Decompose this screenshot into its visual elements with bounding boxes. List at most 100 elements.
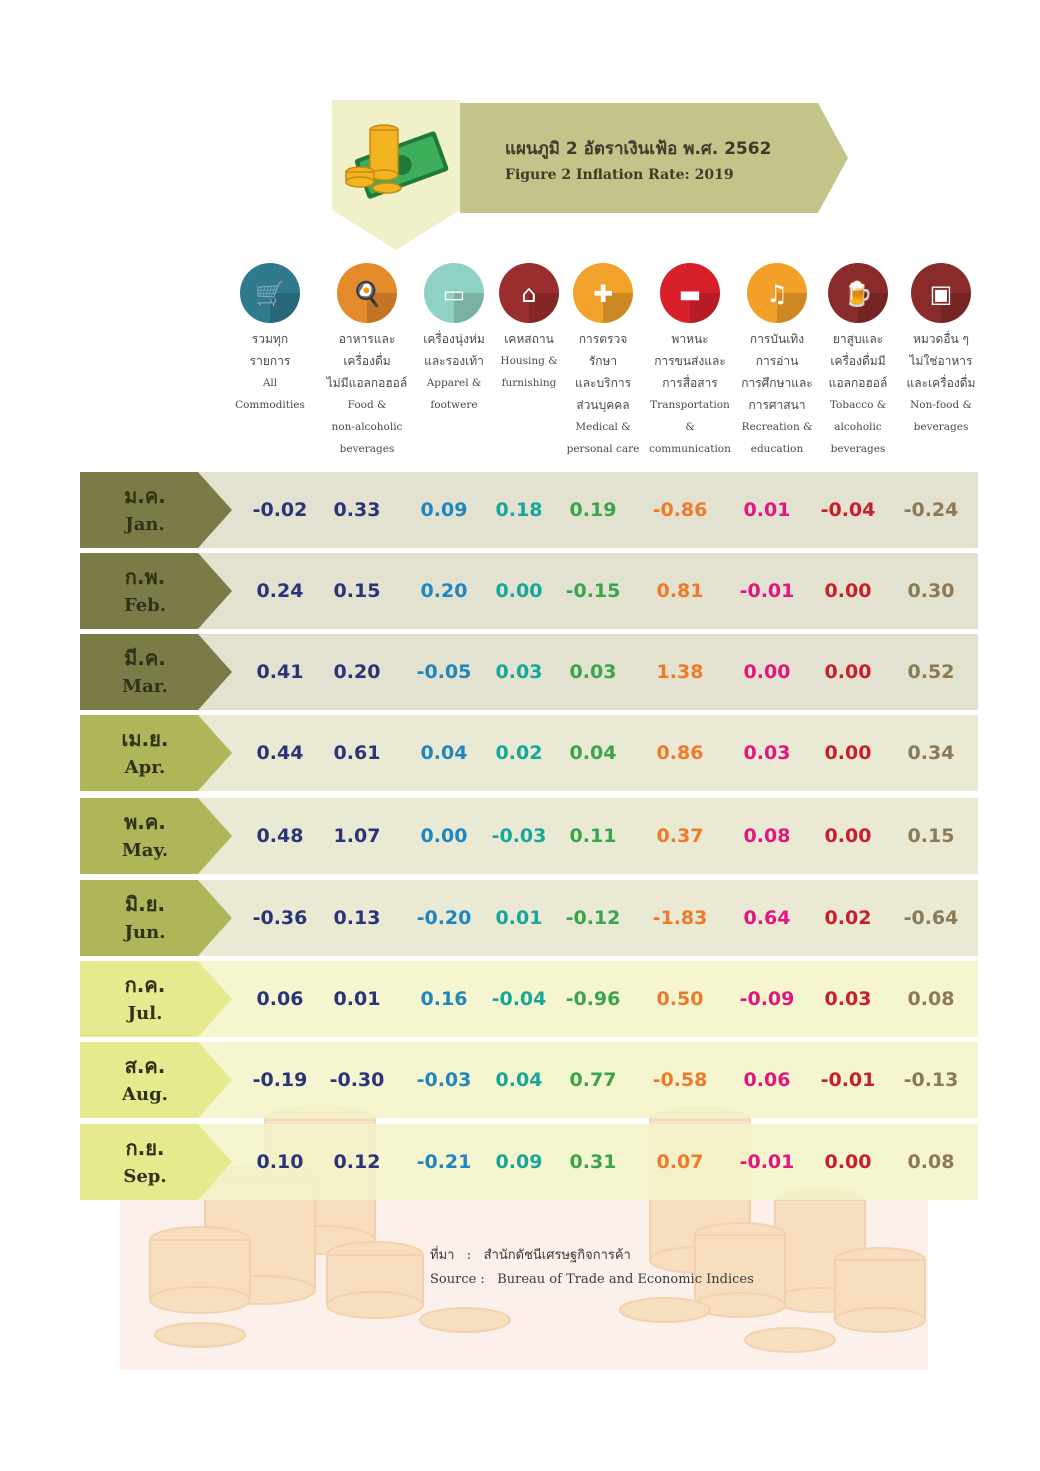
- data-value: -0.96: [565, 988, 621, 1010]
- data-value: 0.09: [420, 499, 468, 521]
- data-value: 0.16: [420, 988, 468, 1010]
- month-label-thai: มี.ค.: [124, 646, 166, 670]
- source-english-label: Source: [430, 1272, 477, 1287]
- data-value: 0.03: [824, 988, 872, 1010]
- data-value: 0.09: [495, 1151, 543, 1173]
- month-label-english: Jan.: [125, 514, 165, 535]
- column-header: ▬ พาหนะ การขนส่งและ การสื่อสาร Transportat…: [645, 262, 735, 460]
- data-value: 0.04: [420, 742, 468, 764]
- data-value: 0.15: [333, 580, 381, 602]
- data-value: -0.58: [652, 1069, 708, 1091]
- row-band: [80, 961, 978, 1037]
- source-thai: ที่มา : สำนักดัชนีเศรษฐกิจการค้า: [430, 1248, 631, 1263]
- column-header: 🍳 อาหารและ เครื่องดื่ม ไม่มีแอลกอฮอล์ Food…: [322, 262, 412, 460]
- month-label: ก.พ. Feb.: [80, 553, 210, 629]
- month-label-thai: ม.ค.: [124, 484, 166, 508]
- column-label-english: All Commodities: [235, 377, 305, 411]
- data-value: 0.06: [743, 1069, 791, 1091]
- data-value: -0.19: [252, 1069, 308, 1091]
- row-band: [80, 880, 978, 956]
- column-label-thai: รวมทุก รายการ: [249, 332, 291, 368]
- data-value: 0.41: [256, 661, 304, 683]
- data-value: 0.03: [743, 742, 791, 764]
- month-label-thai: พ.ค.: [124, 810, 166, 834]
- money-icon: [332, 100, 460, 250]
- table-row: เม.ย. Apr. 0.44 0.61 0.04 0.02 0.04 0.86 0.03 0.0…: [80, 715, 978, 791]
- data-value: -0.03: [416, 1069, 472, 1091]
- month-label-english: May.: [121, 840, 169, 861]
- data-value: 1.07: [333, 825, 381, 847]
- data-value: 0.00: [420, 825, 468, 847]
- data-value: 0.86: [656, 742, 704, 764]
- month-label-thai: ก.ย.: [125, 1136, 165, 1160]
- data-value: 0.07: [656, 1151, 704, 1173]
- svg-text:♫: ♫: [766, 280, 788, 308]
- data-value: -0.86: [652, 499, 708, 521]
- column-label-thai: ยาสูบและ เครื่องดื่มมี แอลกอฮอล์: [828, 332, 888, 390]
- data-value: 0.04: [495, 1069, 543, 1091]
- data-value: -0.01: [739, 1151, 795, 1173]
- table-row: ก.พ. Feb. 0.24 0.15 0.20 0.00 -0.15 0.81 -0.01 0.…: [80, 553, 978, 629]
- data-value: 0.00: [743, 661, 791, 683]
- plate-icon: 🍳: [337, 263, 397, 323]
- column-label-thai: การบันเทิง การอ่าน การศึกษาและ การศาสนา: [741, 332, 813, 412]
- shopping-cart-icon: 🛒: [240, 263, 300, 323]
- month-label-english: Apr.: [124, 757, 166, 778]
- data-value: 0.64: [743, 907, 791, 929]
- data-value: -0.04: [491, 988, 547, 1010]
- chart-title-thai: แผนภูมิ 2 อัตราเงินเฟ้อ พ.ศ. 2562: [505, 139, 772, 159]
- data-value: 0.24: [256, 580, 304, 602]
- data-value: 0.02: [495, 742, 543, 764]
- column-header: ✚ การตรวจ รักษา และบริการ ส่วนบุคคล Medica…: [558, 262, 648, 460]
- data-value: 0.06: [256, 988, 304, 1010]
- column-label-thai: การตรวจ รักษา และบริการ ส่วนบุคคล: [574, 332, 632, 412]
- data-value: 0.00: [495, 580, 543, 602]
- data-value: 0.03: [495, 661, 543, 683]
- table-row: ส.ค. Aug. -0.19 -0.30 -0.03 0.04 0.77 -0.58 0.06…: [80, 1042, 978, 1118]
- column-header: ⌂ เคหสถาน Housing & furnishing: [484, 262, 574, 394]
- row-band: [80, 1042, 978, 1118]
- table-row: ก.ค. Jul. 0.06 0.01 0.16 -0.04 -0.96 0.50 -0.09 0…: [80, 961, 978, 1037]
- column-label-thai: เครื่องนุ่งห่ม และรองเท้า: [423, 332, 485, 368]
- data-value: 0.44: [256, 742, 304, 764]
- row-band: [80, 553, 978, 629]
- data-value: 0.00: [824, 1151, 872, 1173]
- column-label-english: Housing & furnishing: [500, 355, 558, 389]
- row-band: [80, 634, 978, 710]
- table-row: ก.ย. Sep. 0.10 0.12 -0.21 0.09 0.31 0.07 -0.01 0.…: [80, 1124, 978, 1200]
- column-label-english: Transportation & communication: [649, 399, 731, 455]
- row-band: [80, 715, 978, 791]
- chart-title-english: Figure 2 Inflation Rate: 2019: [505, 167, 734, 183]
- data-value: -0.09: [739, 988, 795, 1010]
- month-label-english: Mar.: [122, 676, 168, 697]
- data-value: -0.12: [565, 907, 621, 929]
- column-label-english: Food & non-alcoholic beverages: [331, 399, 403, 455]
- month-label: ก.ค. Jul.: [80, 961, 210, 1037]
- data-value: 0.61: [333, 742, 381, 764]
- column-header: ♫ การบันเทิง การอ่าน การศึกษาและ การศาสนา…: [732, 262, 822, 460]
- month-label: ก.ย. Sep.: [80, 1124, 210, 1200]
- svg-text:🛒: 🛒: [255, 280, 285, 308]
- title-banner: [460, 103, 848, 213]
- svg-text:⌂: ⌂: [521, 280, 536, 308]
- svg-text:▣: ▣: [930, 280, 953, 308]
- month-label: ส.ค. Aug.: [80, 1042, 210, 1118]
- data-value: 0.01: [495, 907, 543, 929]
- data-value: 0.11: [569, 825, 617, 847]
- data-value: 0.00: [824, 580, 872, 602]
- data-value: -0.01: [739, 580, 795, 602]
- column-label-english: Tobacco & alcoholic beverages: [829, 399, 887, 455]
- table-row: มิ.ย. Jun. -0.36 0.13 -0.20 0.01 -0.12 -1.83 0.6…: [80, 880, 978, 956]
- medical-heart-icon: ✚: [573, 263, 633, 323]
- data-value: 0.34: [907, 742, 955, 764]
- month-label-english: Aug.: [122, 1084, 168, 1105]
- svg-text:🍳: 🍳: [352, 280, 382, 308]
- data-value: -0.24: [903, 499, 959, 521]
- data-value: -0.02: [252, 499, 308, 521]
- gift-icon: ▣: [911, 263, 971, 323]
- column-label-english: Recreation & education: [741, 421, 813, 455]
- data-value: -0.05: [416, 661, 472, 683]
- data-value: 0.03: [569, 661, 617, 683]
- table-row: พ.ค. May. 0.48 1.07 0.00 -0.03 0.11 0.37 0.08 0.0…: [80, 798, 978, 874]
- data-value: -1.83: [652, 907, 708, 929]
